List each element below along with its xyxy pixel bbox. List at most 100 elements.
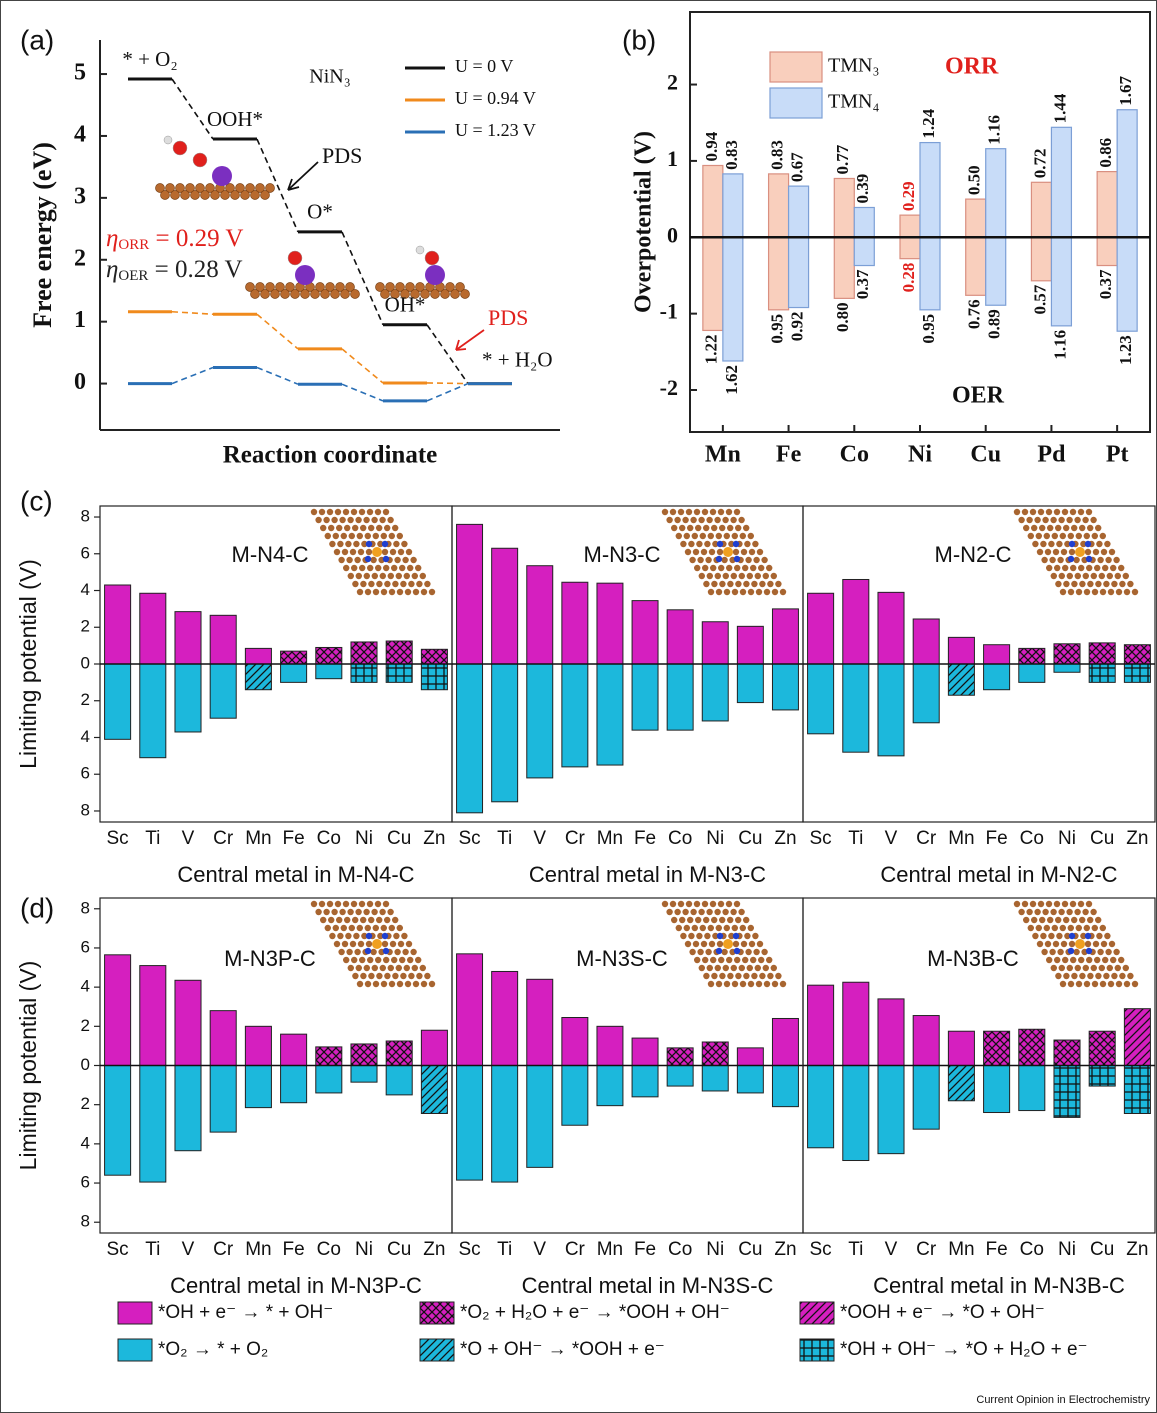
inset-atom (1100, 940, 1108, 948)
inset-atom (1079, 580, 1086, 588)
y-tick-label: 0 (81, 1055, 90, 1074)
inset-atom (368, 580, 375, 588)
inset-atom (404, 980, 412, 988)
inset-atom (1063, 524, 1070, 532)
inset-n (1068, 932, 1076, 940)
inset-atom (364, 588, 372, 596)
inset-atom (722, 908, 729, 916)
inset-atom (412, 588, 420, 596)
value-label: 0.86 (1096, 138, 1115, 168)
inset-atom (359, 564, 366, 572)
inset-atom (368, 916, 375, 924)
inset-atom (722, 964, 729, 972)
bar (899, 214, 921, 238)
value-label: 0.57 (1030, 284, 1049, 314)
inset-atom (424, 580, 431, 588)
legend-swatch (799, 1338, 835, 1362)
inset-atom (699, 532, 706, 540)
inset-atom (412, 980, 420, 988)
x-tick-label: Fe (986, 1239, 1008, 1260)
inset-atom (328, 916, 335, 924)
x-tick-label: Sc (810, 1239, 832, 1260)
inset-atom (347, 908, 354, 916)
inset-atom (1106, 964, 1114, 972)
bar (912, 1015, 940, 1067)
inset-atom (730, 572, 737, 580)
value-label: 1.23 (1116, 335, 1135, 365)
inset-atom (692, 940, 700, 948)
atom-c (460, 289, 470, 299)
inset-atom (1050, 516, 1057, 524)
bar (771, 1065, 799, 1108)
inset-atom (748, 548, 756, 556)
bar (807, 663, 835, 735)
bar (1096, 171, 1118, 238)
inset-atom (747, 980, 755, 988)
x-tick-label: Fe (634, 828, 656, 849)
inset-atom (334, 508, 342, 516)
inset-atom (323, 516, 330, 524)
panel-label: (a) (20, 24, 54, 55)
inset-atom (1071, 916, 1078, 924)
inset-atom (419, 572, 426, 580)
atom-c (230, 190, 240, 200)
connector (426, 382, 469, 402)
inset-atom (1027, 924, 1035, 932)
x-tick-label: Co (317, 828, 341, 849)
inset-atom (401, 932, 408, 940)
inset-atom (343, 956, 350, 964)
inset-atom (1099, 532, 1107, 540)
x-tick-label: Zn (423, 828, 445, 849)
inset-n (732, 932, 740, 940)
inset-atom (1051, 532, 1059, 540)
inset-atom (1082, 964, 1090, 972)
inset-atom (411, 572, 418, 580)
inset-atom (371, 516, 378, 524)
inset-atom (682, 908, 689, 916)
inset-atom (1067, 924, 1075, 932)
inset-atom (372, 588, 380, 596)
inset-atom (691, 924, 698, 932)
inset-atom (339, 908, 346, 916)
bar (912, 618, 940, 665)
bar (877, 663, 905, 757)
inset-atom (712, 932, 719, 940)
bar (1123, 644, 1151, 665)
bar (771, 663, 799, 711)
inset-atom (345, 932, 352, 940)
inset-atom (416, 972, 423, 980)
atom-c (290, 289, 300, 299)
inset-atom (420, 588, 428, 596)
inset-atom (360, 580, 367, 588)
inset-atom (354, 948, 361, 956)
inset-atom (1043, 924, 1051, 932)
bar (385, 1040, 413, 1067)
inset-atom (722, 516, 729, 524)
inset-atom (725, 508, 733, 516)
x-tick-label: Fe (776, 442, 802, 468)
inset-atom (340, 924, 347, 932)
inset-atom (1111, 580, 1118, 588)
inset-atom (1034, 516, 1041, 524)
x-tick-label: V (885, 828, 898, 849)
inset-atom (334, 900, 342, 908)
inset-atom (747, 924, 754, 932)
inset-atom (731, 532, 738, 540)
inset-atom (381, 548, 389, 556)
inset-atom (691, 532, 698, 540)
atom-c (260, 190, 270, 200)
bar (561, 1017, 589, 1067)
panel-title: M-N2-C (935, 542, 1012, 567)
bar (701, 1041, 729, 1066)
x-tick-label: Ni (355, 828, 373, 849)
inset-atom (714, 964, 721, 972)
inset-atom (746, 964, 753, 972)
inset-atom (379, 908, 386, 916)
arrow (287, 161, 319, 191)
atom-c (190, 190, 200, 200)
bar (209, 614, 237, 665)
inset-atom (1053, 900, 1061, 908)
atom-c (205, 183, 215, 193)
atom-c (450, 289, 460, 299)
